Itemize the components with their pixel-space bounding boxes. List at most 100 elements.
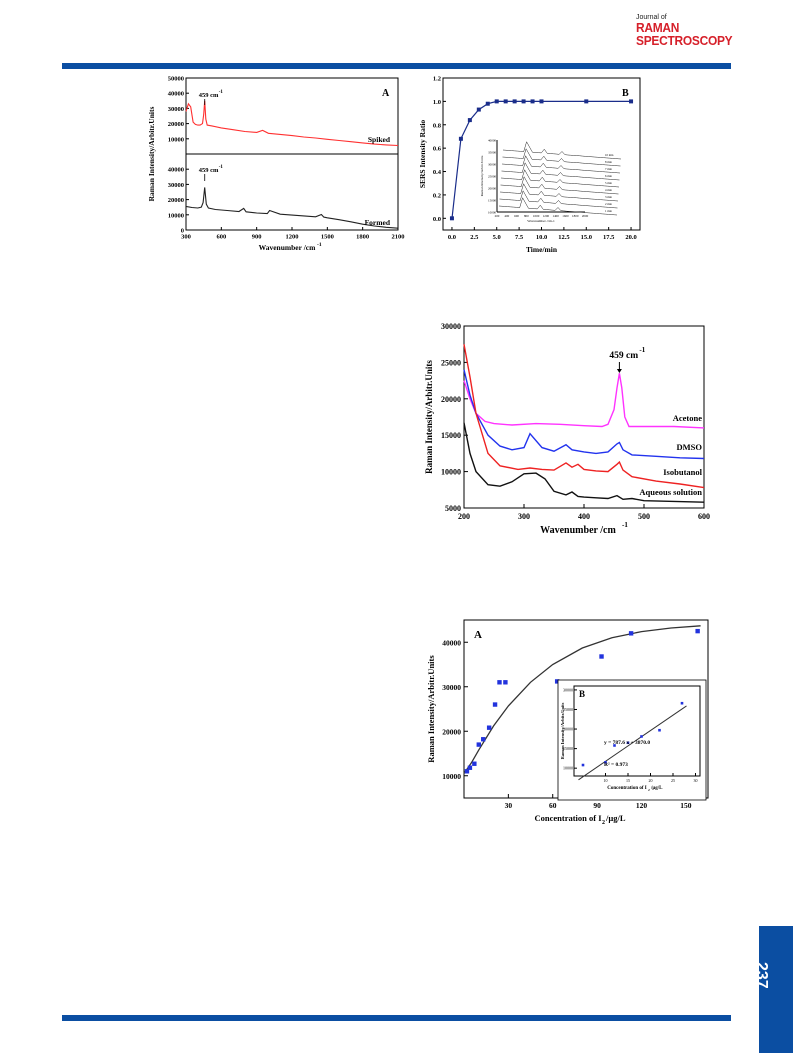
journal-logo: Journal of RAMAN SPECTROSCOPY xyxy=(636,14,736,47)
x-tick-label: 120 xyxy=(636,801,648,810)
x-axis-label: Time/min xyxy=(526,245,558,254)
inset-time-label: 7 min xyxy=(605,167,612,171)
series-line-dmso xyxy=(463,369,705,460)
figure-sers-ratio-b: 0.0 0.2 0.4 0.6 0.8 1.0 1.2 0.0 2.5 5.0 7.5 10.0 12.… xyxy=(418,76,641,254)
x-tick-label: 5.0 xyxy=(493,234,501,241)
x-tick-label: 2.5 xyxy=(470,234,479,241)
data-point xyxy=(695,628,700,634)
inset-y-tick-label: 30000 xyxy=(488,163,496,167)
inset-x-tick-label: 15 xyxy=(626,778,630,783)
inset-time-label: 1 min xyxy=(605,209,612,213)
y-tick-label: 30000 xyxy=(442,683,461,692)
x-tick-label: 1800 xyxy=(356,234,369,241)
inset-x-tick-label: 800 xyxy=(524,214,529,218)
inset-equation: y = 787.6 x + 3870.0 xyxy=(604,740,650,746)
y-tick-label: 20000 xyxy=(441,395,461,404)
x-tick-label: 500 xyxy=(638,512,650,521)
series-label: Acetone xyxy=(673,413,702,423)
x-axis-label: Wavenumber /cm xyxy=(540,525,616,536)
series-line-formed xyxy=(185,187,399,229)
inset-x-tick-label: 1600 xyxy=(562,214,569,218)
y-tick-label: 10000 xyxy=(441,468,461,477)
inset-x-tick-label: 600 xyxy=(514,214,519,218)
x-axis-label: Concentration of I xyxy=(534,813,602,823)
inset-y-tick-label: 20000 xyxy=(563,727,573,732)
data-point xyxy=(521,99,526,104)
plot-frame xyxy=(463,325,705,509)
data-point xyxy=(467,118,472,123)
y-tick-label: 0.2 xyxy=(433,192,441,199)
series-label: Isobutanol xyxy=(663,467,702,477)
series-line-aqueous-solution xyxy=(463,422,705,503)
inset-time-label: 8 min xyxy=(605,160,612,164)
inset-y-tick-label: 10000 xyxy=(488,211,496,215)
inset-x-tick-label: 1200 xyxy=(543,214,550,218)
inset-y-axis-label: Raman Intensity/Arbitr.Units xyxy=(560,702,565,759)
x-tick-label: 1200 xyxy=(286,234,299,241)
data-point xyxy=(554,679,560,684)
series-label: DMSO xyxy=(677,442,703,452)
inset-x-tick-label: 30 xyxy=(694,778,698,783)
series-line-isobutanol xyxy=(463,344,705,489)
data-point xyxy=(464,769,470,774)
y-tick-label: 30000 xyxy=(441,322,461,331)
inset-frame xyxy=(573,685,701,777)
y-tick-label: 10000 xyxy=(442,772,461,781)
series-label: Spiked xyxy=(368,135,391,144)
fit-curve xyxy=(463,625,701,774)
x-tick-label: 12.5 xyxy=(558,234,570,241)
panel-label: B xyxy=(622,88,629,99)
inset-time-label: 3 min xyxy=(605,195,612,199)
inset-time-label: 4 min xyxy=(605,188,612,192)
y-tick-label: 0.0 xyxy=(433,216,441,223)
y-axis-label: Raman Intensity/Arbitr.Units xyxy=(424,360,434,474)
inset-spectrum xyxy=(498,197,618,216)
footer-band xyxy=(62,1015,731,1021)
inset-data-point xyxy=(626,741,630,745)
x-tick-label: 1500 xyxy=(321,234,334,241)
inset-y-tick-label: 30000 xyxy=(563,687,573,692)
data-point xyxy=(503,680,508,685)
y-tick-label: 30000 xyxy=(168,182,184,189)
data-point xyxy=(584,99,589,104)
y-tick-label: 40000 xyxy=(442,638,461,647)
series-line-spiked xyxy=(185,100,399,147)
data-point xyxy=(486,725,492,730)
data-point xyxy=(628,631,634,636)
data-point xyxy=(472,761,477,766)
journal-name-line2: SPECTROSCOPY xyxy=(636,33,733,48)
y-tick-label: 10000 xyxy=(168,212,184,219)
x-tick-label: 90 xyxy=(593,801,601,810)
y-tick-label: 15000 xyxy=(441,431,461,440)
y-tick-label: 1.0 xyxy=(433,99,441,106)
inset-spectrum xyxy=(501,162,620,181)
x-tick-label: 0.0 xyxy=(448,234,456,241)
data-point xyxy=(485,101,490,106)
y-tick-label: 0 xyxy=(181,228,184,235)
inset-spectrum xyxy=(502,148,621,167)
inset-box xyxy=(557,679,707,801)
inset-y-axis-label: Raman Intensity/Arbitr.Units xyxy=(480,155,484,196)
series-label: Aqueous solution xyxy=(639,487,702,497)
data-point xyxy=(481,737,486,742)
x-tick-label: 15.0 xyxy=(581,234,592,241)
x-axis-label-sub: 2 xyxy=(602,820,605,826)
peak-arrow-head xyxy=(616,369,622,373)
inset-spectrum xyxy=(499,190,618,209)
inset-y-tick-label: 25000 xyxy=(563,707,573,712)
peak-annotation-sup: -1 xyxy=(219,165,224,170)
peak-annotation-sup: -1 xyxy=(639,346,645,354)
inset-spectrum xyxy=(500,169,620,188)
peak-annotation: 459 cm xyxy=(199,92,219,99)
x-tick-label: 600 xyxy=(698,512,710,521)
y-tick-label: 1.2 xyxy=(433,76,441,83)
inset-spectrum xyxy=(501,155,621,174)
journal-name-line1: RAMAN xyxy=(636,20,680,35)
y-tick-label: 0.6 xyxy=(433,146,442,153)
inset-r-squared: R² = 0.973 xyxy=(604,762,628,768)
inset-x-tick-label: 2000 xyxy=(582,214,589,218)
inset-y-tick-label: 15000 xyxy=(488,199,496,203)
figure-concentration: 40000 30000 20000 10000 30 60 90 120 150 A Concent… xyxy=(426,619,709,826)
inset-x-tick-label: 200 xyxy=(495,214,500,218)
x-tick-label: 200 xyxy=(458,512,470,521)
